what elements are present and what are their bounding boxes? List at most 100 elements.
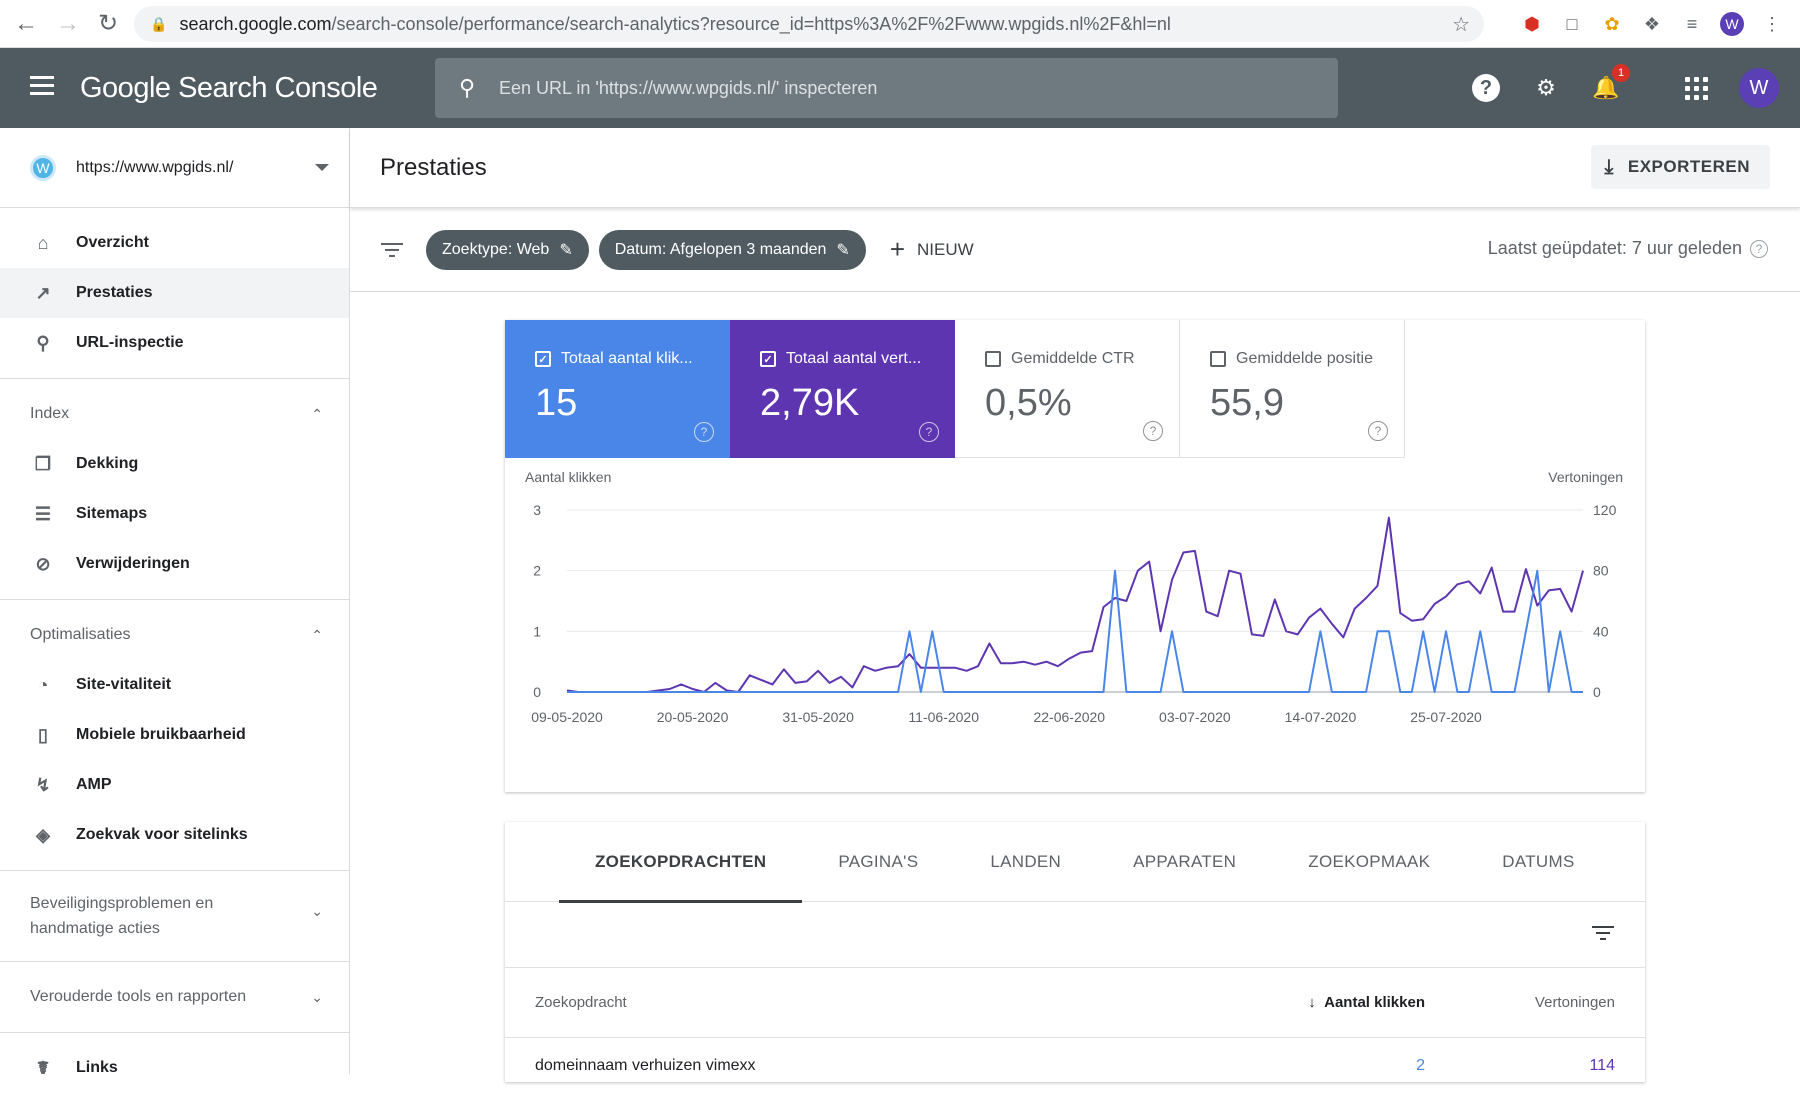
- sidebar-item-dekking[interactable]: ❐ Dekking: [0, 439, 349, 489]
- edit-icon: ✎: [559, 241, 573, 259]
- column-clicks[interactable]: ↓ Aantal klikken: [1285, 994, 1425, 1011]
- sidebar-item-zoekvak-sitelinks[interactable]: ◈ Zoekvak voor sitelinks: [0, 810, 349, 860]
- x-tick-label: 03-07-2020: [1159, 709, 1231, 725]
- sidebar-item-mobiele-bruikbaarheid[interactable]: ▯ Mobiele bruikbaarheid: [0, 710, 349, 760]
- metric-value: 2,79K: [760, 382, 860, 424]
- tab-paginas[interactable]: PAGINA'S: [838, 851, 919, 871]
- notifications-icon[interactable]: 🔔 1: [1592, 64, 1630, 102]
- metric-tiles: ✓ Totaal aantal klik... 15 ? ✓ Totaal aant…: [505, 320, 1645, 458]
- section-title: Optimalisaties: [30, 626, 131, 643]
- sidebar-item-amp[interactable]: ↯ AMP: [0, 760, 349, 810]
- sidebar-group-optimalisaties: Optimalisaties ⌃ ◔ Site-vitaliteit ▯ Mobiel…: [0, 599, 349, 870]
- filter-icon[interactable]: [380, 241, 404, 259]
- y-tick-left: 0: [533, 684, 541, 700]
- chevron-down-icon: ⌄: [311, 988, 323, 1005]
- sidebar-item-label: Mobiele bruikbaarheid: [76, 726, 246, 743]
- metric-impressions[interactable]: ✓ Totaal aantal vert... 2,79K ?: [730, 320, 955, 458]
- row-impressions: 114: [1589, 1057, 1615, 1074]
- sidebar-item-label: Overzicht: [76, 234, 149, 251]
- screenshot-icon[interactable]: □: [1566, 13, 1578, 34]
- last-updated-text: Laatst geüpdatet: 7 uur geleden: [1487, 238, 1742, 258]
- sidebar-item-links[interactable]: ☤ Links: [0, 1043, 349, 1075]
- checkbox-checked-icon[interactable]: ✓: [760, 351, 776, 367]
- sidebar-group-links: ☤ Links: [0, 1032, 349, 1074]
- search-icon: ⚲: [458, 75, 476, 100]
- app-logo[interactable]: Google Search Console: [80, 72, 378, 104]
- browser-toolbar: ← → ↻ 🔒 search.google.com/search-console…: [0, 0, 1800, 48]
- puzzle-icon[interactable]: ❖: [1643, 13, 1661, 34]
- search-type-chip[interactable]: Zoektype: Web ✎: [426, 229, 589, 270]
- user-avatar[interactable]: W: [1739, 68, 1779, 108]
- checkbox-empty-icon[interactable]: [1210, 351, 1226, 367]
- extension-icon[interactable]: ⬢: [1524, 13, 1540, 34]
- more-menu-icon[interactable]: ⋮: [1763, 13, 1781, 34]
- help-icon[interactable]: ?: [1472, 74, 1500, 102]
- help-icon[interactable]: ?: [919, 422, 939, 442]
- filter-rows-icon[interactable]: [1591, 924, 1615, 942]
- chevron-up-icon: ⌃: [311, 626, 323, 643]
- y-ticks: 3 120 2 80 1 40 0 0: [533, 502, 1616, 700]
- tab-apparaten[interactable]: APPARATEN: [1133, 851, 1237, 871]
- reload-icon[interactable]: ↻: [97, 10, 119, 37]
- tab-zoekopmaak[interactable]: ZOEKOPMAAK: [1308, 851, 1431, 871]
- sidebar-item-prestaties[interactable]: ↗ Prestaties: [0, 268, 349, 318]
- x-tick-label: 09-05-2020: [531, 709, 603, 725]
- y-tick-left: 1: [533, 623, 541, 639]
- color-extension-icon[interactable]: ✿: [1604, 13, 1620, 34]
- tab-zoekopdrachten[interactable]: ZOEKOPDRACHTEN: [559, 822, 803, 903]
- search-input[interactable]: [499, 77, 1299, 99]
- metric-position[interactable]: Gemiddelde positie 55,9 ?: [1180, 320, 1405, 458]
- metric-ctr[interactable]: Gemiddelde CTR 0,5% ?: [955, 320, 1180, 458]
- new-filter-button[interactable]: + NIEUW: [890, 234, 974, 265]
- bookmark-star-icon[interactable]: ☆: [1452, 14, 1470, 36]
- new-label: NIEUW: [917, 239, 974, 259]
- gauge-icon: ◔: [37, 674, 49, 695]
- menu-icon[interactable]: [30, 76, 54, 96]
- performance-card: ✓ Totaal aantal klik... 15 ? ✓ Totaal aant…: [505, 320, 1645, 792]
- sidebar-item-verwijderingen[interactable]: ⊘ Verwijderingen: [0, 539, 349, 589]
- section-toggle-index[interactable]: Index ⌃: [0, 389, 349, 439]
- help-icon[interactable]: ?: [694, 422, 714, 442]
- checkbox-checked-icon[interactable]: ✓: [535, 351, 551, 367]
- help-icon[interactable]: ?: [1143, 421, 1163, 441]
- column-label: Aantal klikken: [1324, 994, 1425, 1011]
- metric-clicks[interactable]: ✓ Totaal aantal klik... 15 ?: [505, 320, 730, 458]
- help-icon[interactable]: ?: [1368, 421, 1388, 441]
- checkbox-empty-icon[interactable]: [985, 351, 1001, 367]
- tab-datums[interactable]: DATUMS: [1502, 851, 1575, 871]
- sidebar-item-label: Links: [76, 1059, 118, 1074]
- sidebar-item-label: Verwijderingen: [76, 555, 190, 572]
- date-range-chip[interactable]: Datum: Afgelopen 3 maanden ✎: [598, 229, 866, 270]
- queue-icon[interactable]: ≡: [1686, 13, 1698, 34]
- sidebar-item-sitemaps[interactable]: ☰ Sitemaps: [0, 489, 349, 539]
- x-tick-label: 31-05-2020: [782, 709, 854, 725]
- x-tick-label: 11-06-2020: [908, 709, 979, 725]
- sidebar-item-overzicht[interactable]: ⌂ Overzicht: [0, 218, 349, 268]
- property-favicon: W: [30, 154, 56, 181]
- x-tick-label: 20-05-2020: [657, 709, 729, 725]
- tab-landen[interactable]: LANDEN: [990, 851, 1062, 871]
- url-path: /search-console/performance/search-analy…: [331, 13, 1171, 34]
- section-toggle-optimalisaties[interactable]: Optimalisaties ⌃: [0, 610, 349, 660]
- sidebar-item-url-inspectie[interactable]: ⚲ URL-inspectie: [0, 318, 349, 368]
- table-row[interactable]: domeinnaam verhuizen vimexx 2 114: [505, 1038, 1645, 1094]
- address-bar[interactable]: 🔒 search.google.com/search-console/perfo…: [134, 6, 1484, 42]
- apps-grid-icon[interactable]: [1682, 74, 1710, 102]
- table-card: ZOEKOPDRACHTEN PAGINA'S LANDEN APPARATEN…: [505, 822, 1645, 1082]
- browser-profile-avatar[interactable]: W: [1720, 12, 1744, 36]
- url-inspect-search[interactable]: ⚲: [435, 58, 1338, 118]
- property-selector[interactable]: W https://www.wpgids.nl/: [0, 128, 349, 208]
- edit-icon: ✎: [836, 241, 850, 259]
- forward-icon[interactable]: →: [56, 9, 80, 37]
- back-icon[interactable]: ←: [14, 9, 38, 37]
- column-query[interactable]: Zoekopdracht: [535, 994, 627, 1011]
- section-toggle-security[interactable]: Beveiligingsproblemen en handmatige acti…: [0, 877, 349, 955]
- export-button[interactable]: ⤓ EXPORTEREN: [1590, 145, 1770, 189]
- chevron-down-icon: ⌄: [311, 903, 323, 919]
- section-toggle-legacy[interactable]: Verouderde tools en rapporten ⌄: [0, 972, 349, 1022]
- column-impressions[interactable]: Vertoningen: [1534, 994, 1615, 1011]
- layers-icon: ◈: [36, 824, 50, 845]
- help-icon[interactable]: ?: [1750, 239, 1768, 258]
- sidebar-item-site-vitaliteit[interactable]: ◔ Site-vitaliteit: [0, 660, 349, 710]
- user-settings-icon[interactable]: ⚙: [1536, 75, 1556, 100]
